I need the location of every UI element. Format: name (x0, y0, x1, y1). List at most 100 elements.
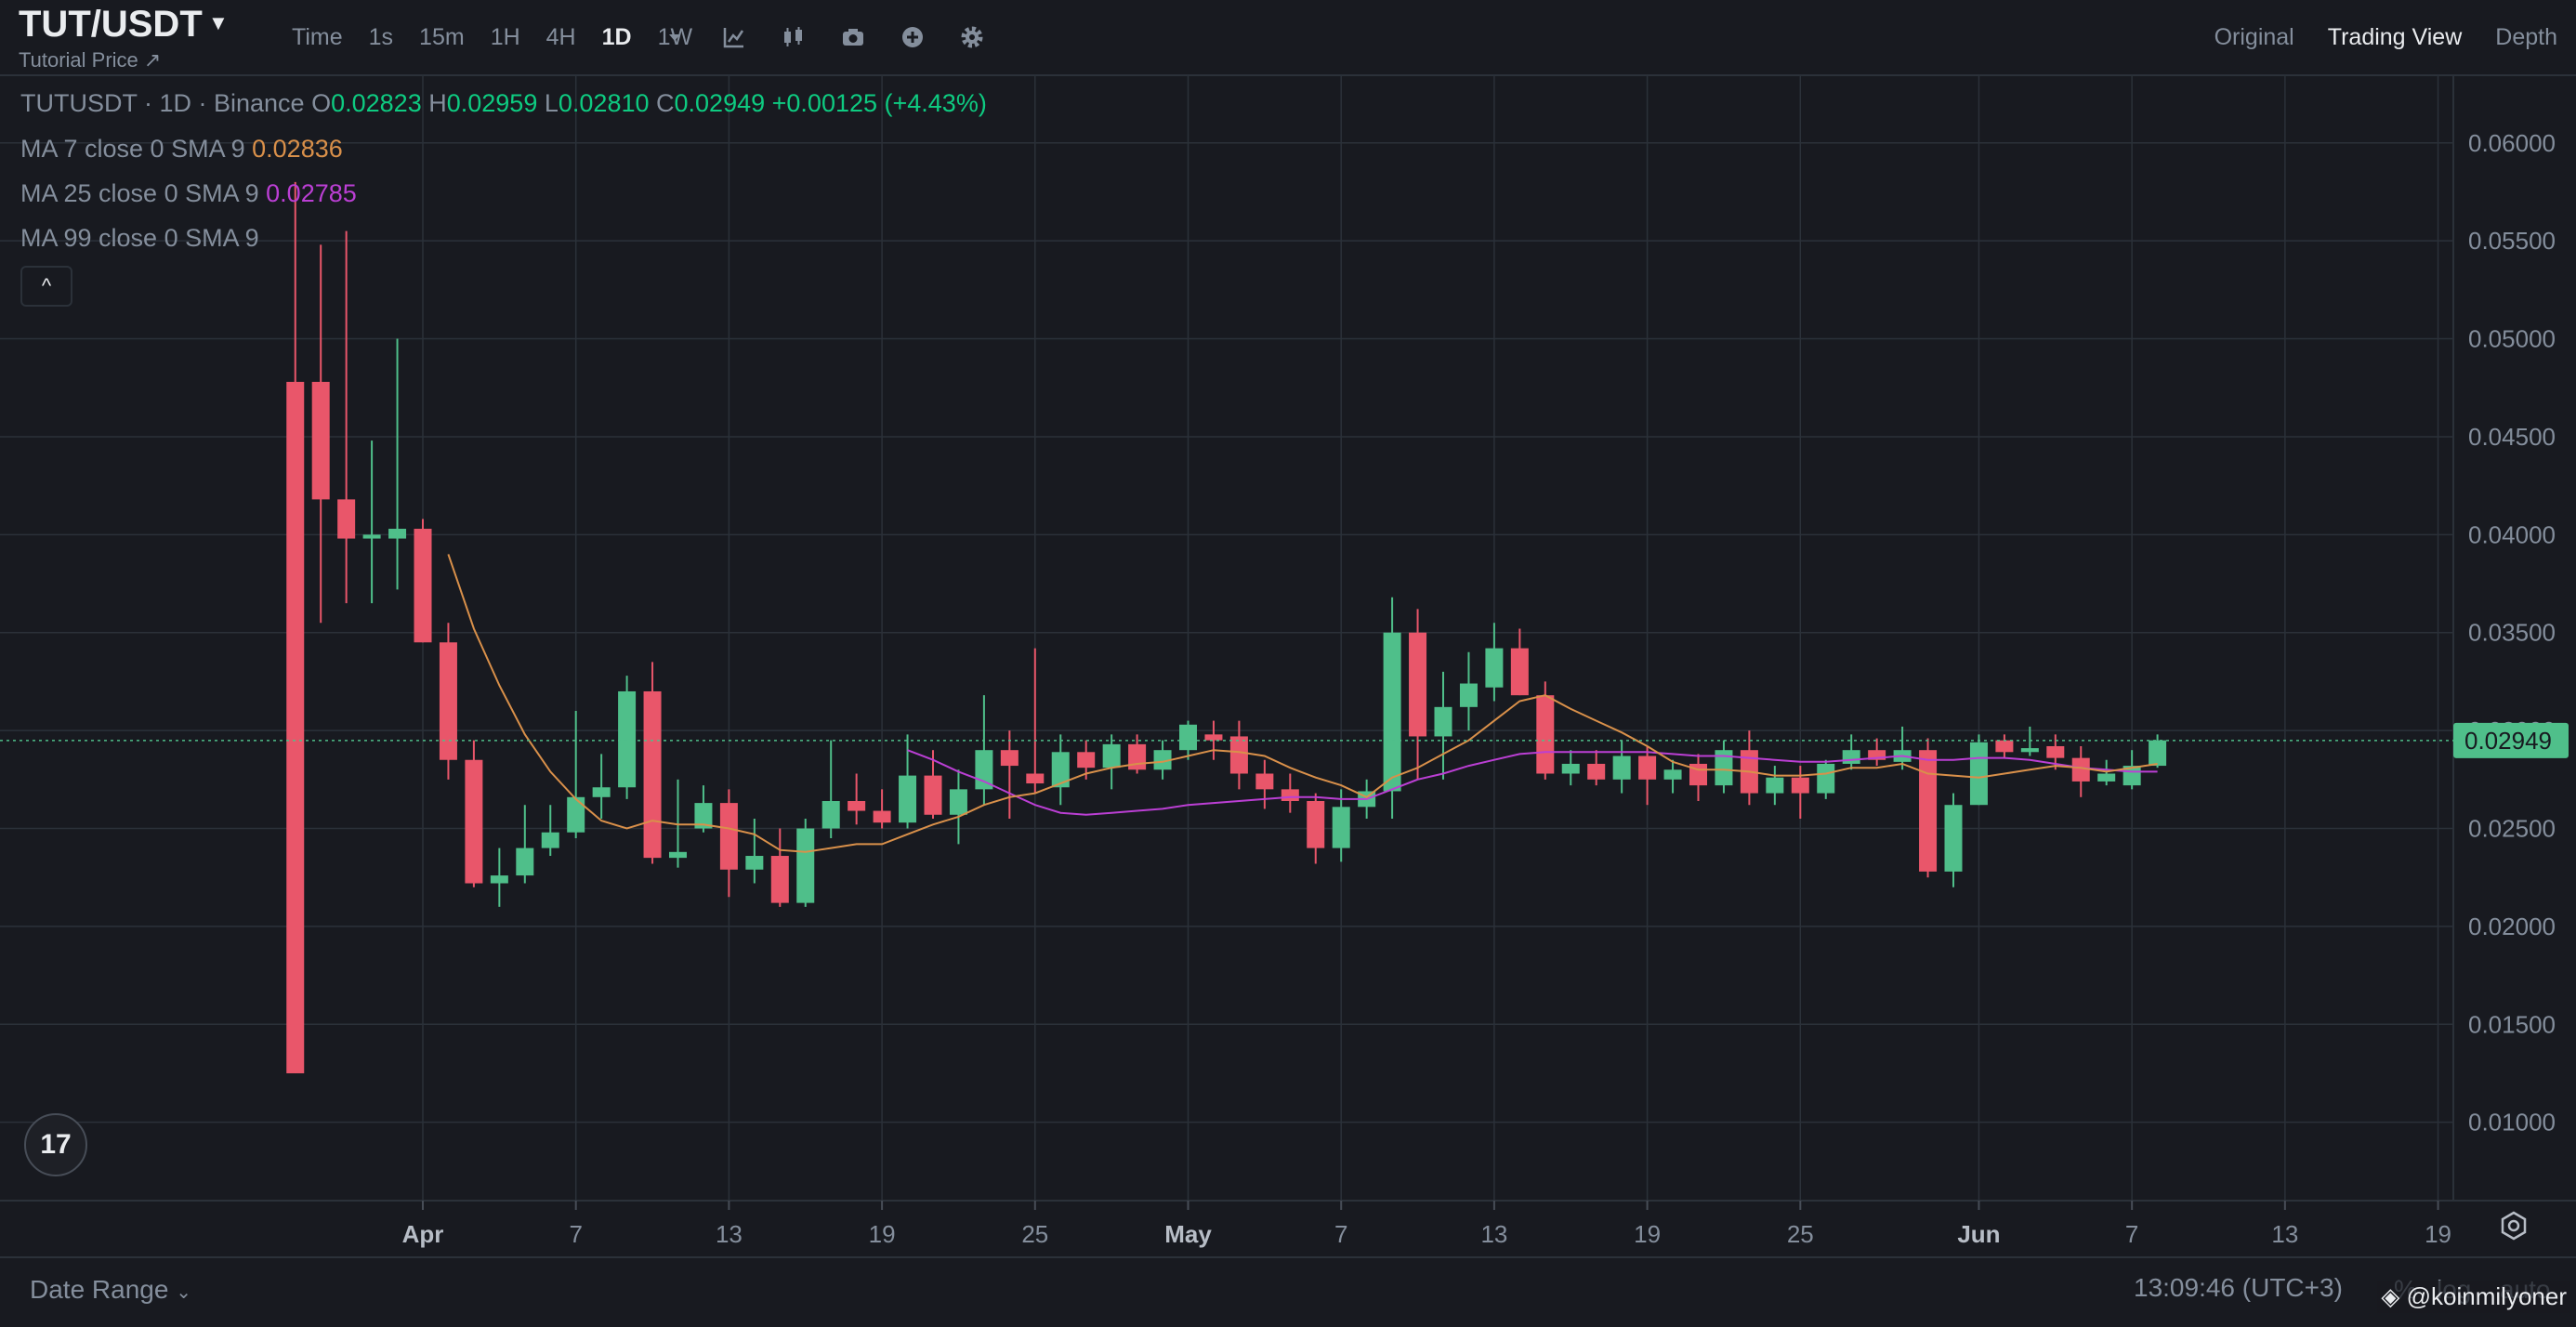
candle-body (2020, 748, 2039, 753)
view-switcher: Original Trading View Depth (2215, 24, 2557, 51)
view-depth[interactable]: Depth (2495, 24, 2557, 50)
chart-type-icon[interactable] (777, 20, 810, 54)
time-tick-label: 7 (1334, 1220, 1347, 1248)
time-tick-label: 13 (2271, 1220, 2298, 1248)
price-tick-label: 0.01500 (2468, 1010, 2556, 1038)
candle-body (337, 499, 356, 539)
candle-body (1409, 632, 1427, 737)
candle-body (1281, 789, 1299, 802)
ma7-legend[interactable]: MA 7 close 0 SMA 9 0.02836 (20, 135, 343, 163)
candle-body (465, 759, 483, 884)
chevron-down-icon: ⌄ (176, 1282, 191, 1303)
legend-title: TUTUSDT · 1D · Binance (20, 89, 305, 117)
ma25-line (907, 749, 2158, 816)
last-price-marker: 0.02949 (0, 722, 2569, 758)
candle-body (1561, 763, 1580, 774)
view-trading-view[interactable]: Trading View (2327, 24, 2463, 50)
candle-body (1536, 695, 1555, 774)
time-tick-label: 13 (716, 1220, 743, 1248)
candle-body (1944, 805, 1963, 872)
price-tick-label: 0.05500 (2468, 227, 2556, 255)
candle-body (1128, 743, 1147, 770)
view-original[interactable]: Original (2214, 24, 2294, 50)
ma99-legend[interactable]: MA 99 close 0 SMA 9 (20, 224, 259, 252)
candle-body (362, 534, 381, 539)
candle-body (848, 801, 866, 811)
candle-body (1434, 706, 1452, 737)
chevron-up-icon: ^ (41, 274, 52, 297)
candle-body (924, 775, 942, 815)
candle-body (1995, 740, 2014, 753)
bottom-toolbar: Date Range ⌄ 13:09:46 (UTC+3) % log auto (0, 1256, 2576, 1327)
time-axis: Apr 7 13 19 25 May 7 13 19 25 Jun 7 13 19 (402, 1201, 2451, 1248)
indicators-icon[interactable] (717, 20, 751, 54)
candle-body (1102, 743, 1121, 769)
chevron-down-icon[interactable] (658, 20, 691, 54)
ma25-value: 0.02785 (266, 179, 357, 207)
date-range-button[interactable]: Date Range ⌄ (30, 1275, 191, 1304)
candle-body (1077, 752, 1096, 769)
candle-body (2046, 745, 2065, 758)
open-value: 0.02823 (331, 89, 422, 117)
candle-body (2097, 773, 2116, 782)
ma25-legend[interactable]: MA 25 close 0 SMA 9 0.02785 (20, 179, 357, 207)
interval-1d[interactable]: 1D (601, 24, 632, 50)
interval-4h[interactable]: 4H (545, 24, 576, 50)
candle-body (1817, 763, 1835, 794)
candle-body (1307, 801, 1325, 848)
top-toolbar: TUT/USDT ▼ Tutorial Price ↗ Time 1s 15m … (0, 0, 2576, 76)
candle-body (719, 803, 738, 870)
candle-body (1026, 773, 1045, 784)
candle-body (821, 801, 840, 829)
candle-body (899, 775, 917, 823)
candle-body (949, 789, 967, 815)
candle-body (669, 851, 687, 859)
candle-body (1255, 773, 1274, 790)
candle-body (796, 828, 815, 903)
chevron-down-icon[interactable]: ▼ (208, 11, 229, 34)
time-tick-label: 13 (1480, 1220, 1507, 1248)
price-tick-label: 0.05000 (2468, 325, 2556, 353)
interval-1s[interactable]: 1s (368, 24, 394, 50)
candle-body (1051, 752, 1070, 788)
tutorial-price-link[interactable]: Tutorial Price ↗ (19, 48, 162, 72)
candle-body (1638, 755, 1657, 780)
price-chart[interactable]: 0.06000 0.05500 0.05000 0.04500 0.04000 0.035… (0, 74, 2576, 1256)
candle-body (1791, 777, 1809, 794)
collapse-legend-button[interactable]: ^ (20, 266, 72, 307)
candle-body (1229, 736, 1248, 774)
last-price-label: 0.02949 (2464, 727, 2552, 755)
candles (286, 181, 2167, 1073)
binance-diamond-icon: ◈ (2381, 1282, 2400, 1310)
time-tick-label: 7 (569, 1220, 582, 1248)
time-tick-label: Apr (402, 1220, 444, 1248)
candle-body (286, 381, 305, 1073)
candle-body (1485, 648, 1504, 688)
candle-body (1842, 750, 1860, 764)
time-tick-label: 25 (1787, 1220, 1814, 1248)
price-axis: 0.06000 0.05500 0.05000 0.04500 0.04000 0.035… (2468, 129, 2556, 1136)
gear-icon[interactable] (955, 20, 989, 54)
candle-body (311, 381, 330, 500)
close-value: 0.02949 (674, 89, 766, 117)
camera-icon[interactable] (836, 20, 870, 54)
symbol-title[interactable]: TUT/USDT (19, 4, 203, 45)
interval-1h[interactable]: 1H (490, 24, 520, 50)
tradingview-logo-icon[interactable]: 17 (24, 1113, 87, 1176)
scale-settings-icon[interactable] (2498, 1210, 2530, 1242)
change-value: +0.00125 (+4.43%) (771, 89, 987, 117)
candle-body (1179, 724, 1197, 751)
clock[interactable]: 13:09:46 (UTC+3) (2134, 1273, 2343, 1302)
candle-body (1766, 777, 1784, 794)
time-tick-label: 19 (1634, 1220, 1661, 1248)
candle-body (1919, 750, 1938, 872)
candle-body (439, 642, 457, 760)
interval-15m[interactable]: 15m (419, 24, 465, 50)
candle-body (1587, 763, 1606, 780)
price-tick-label: 0.06000 (2468, 129, 2556, 157)
candle-body (618, 690, 637, 788)
price-tick-label: 0.01000 (2468, 1109, 2556, 1136)
candle-body (745, 856, 764, 870)
interval-time[interactable]: Time (292, 24, 343, 50)
add-icon[interactable] (896, 20, 929, 54)
